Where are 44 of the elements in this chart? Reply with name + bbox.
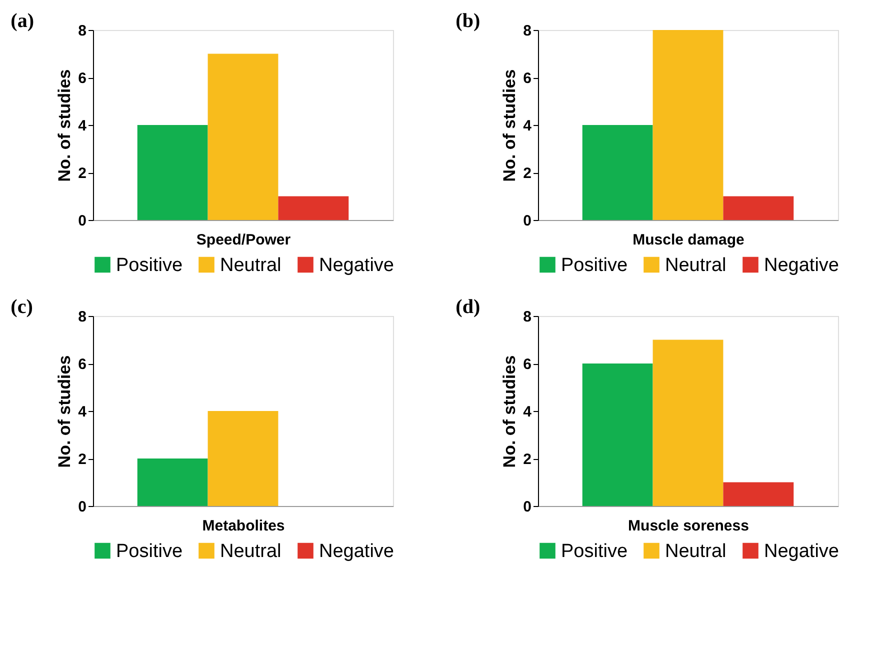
y-tick-label: 0 — [78, 212, 86, 230]
x-axis-title: Muscle soreness — [628, 518, 749, 534]
y-tick-label: 2 — [523, 451, 532, 468]
legend-label: Positive — [116, 540, 183, 562]
y-axis-title: No. of studies — [500, 355, 520, 468]
y-tick-label: 2 — [523, 165, 532, 182]
y-tick-label: 6 — [78, 70, 86, 87]
legend-label: Negative — [764, 540, 839, 562]
y-tick-label: 0 — [523, 212, 532, 230]
y-tick-label: 6 — [523, 70, 532, 87]
y-tick-label: 8 — [78, 308, 86, 326]
y-tick-label: 8 — [523, 22, 532, 40]
x-axis-title: Metabolites — [202, 518, 285, 534]
y-tick-label: 2 — [78, 165, 86, 182]
legend-label: Positive — [116, 254, 183, 276]
y-tick-label: 2 — [78, 451, 86, 468]
y-tick-label: 0 — [78, 498, 86, 516]
chart-title: (b) — [456, 10, 480, 32]
y-tick-label: 8 — [78, 22, 86, 40]
y-axis-title: No. of studies — [500, 69, 520, 182]
chart-title: (c) — [10, 296, 33, 318]
legend-label: Negative — [764, 254, 839, 276]
y-tick-label: 6 — [523, 356, 532, 373]
legend-label: Negative — [319, 540, 394, 562]
y-tick-label: 6 — [78, 356, 86, 373]
legend-label: Positive — [561, 540, 628, 562]
legend-label: Neutral — [220, 540, 282, 562]
x-axis-title: Speed/Power — [196, 232, 291, 248]
chart-title: (a) — [10, 10, 34, 32]
y-tick-label: 4 — [523, 404, 532, 420]
y-axis-title: No. of studies — [55, 355, 74, 468]
y-axis-title: No. of studies — [55, 69, 74, 182]
legend-label: Negative — [319, 254, 394, 276]
legend-label: Neutral — [665, 254, 726, 276]
y-tick-label: 4 — [523, 118, 532, 134]
y-tick-label: 8 — [523, 308, 532, 326]
legend-label: Neutral — [220, 254, 282, 276]
legend-label: Neutral — [665, 540, 726, 562]
chart-title: (d) — [456, 296, 480, 318]
legend-label: Positive — [561, 254, 628, 276]
y-tick-label: 0 — [523, 498, 532, 516]
y-tick-label: 4 — [78, 404, 88, 420]
x-axis-title: Muscle damage — [632, 232, 744, 248]
y-tick-label: 4 — [78, 118, 88, 134]
